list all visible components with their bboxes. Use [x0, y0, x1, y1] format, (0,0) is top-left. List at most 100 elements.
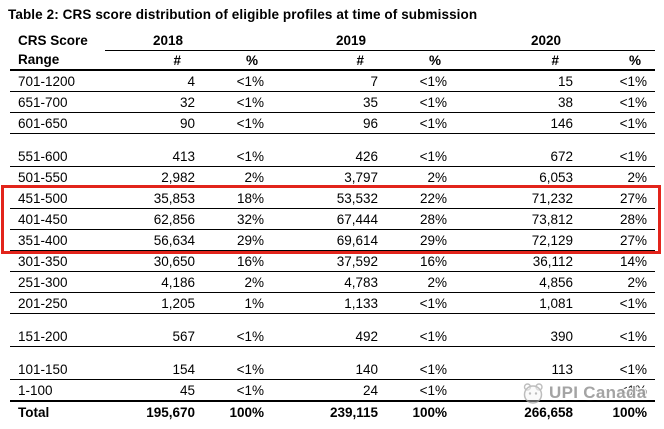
percent-cell-2019: 28%	[388, 208, 455, 230]
score-range-cell: 701-1200	[10, 70, 105, 92]
subheader-row: Range # % # % # %	[10, 50, 655, 71]
count-cell-2020: 72,129	[455, 229, 583, 251]
percent-cell-2019: <1%	[388, 326, 455, 347]
count-cell-2018: 154	[105, 359, 205, 380]
score-range-cell: 251-300	[10, 271, 105, 293]
count-cell-2018: 56,634	[105, 229, 205, 251]
score-range-cell: 401-450	[10, 208, 105, 230]
count-cell-2018: 413	[105, 146, 205, 167]
col-header-count-2018: #	[105, 50, 205, 71]
count-cell-2020: 36,112	[455, 250, 583, 272]
year-header-2020: 2020	[455, 31, 583, 51]
col-header-count-2019: #	[272, 50, 388, 71]
crs-table: CRS Score 2018 2019 2020 Range # % # % #…	[10, 31, 655, 429]
percent-cell-2018: <1%	[205, 359, 272, 380]
count-cell-2019: 7	[272, 70, 388, 92]
col-header-percent-2019: %	[388, 50, 455, 71]
percent-cell-2018: 29%	[205, 229, 272, 251]
count-cell-2020: 15	[455, 70, 583, 92]
year-header-row: CRS Score 2018 2019 2020	[10, 31, 655, 51]
percent-cell-2018: 2%	[205, 271, 272, 293]
percent-cell-2018: <1%	[205, 326, 272, 347]
table-row-highlighted: 401-450 62,856 32% 67,444 28% 73,812 28%	[10, 208, 655, 230]
score-range-cell: 301-350	[10, 250, 105, 272]
count-cell-2018: 35,853	[105, 187, 205, 209]
count-cell-2020: 73,812	[455, 208, 583, 230]
score-range-cell: 101-150	[10, 359, 105, 380]
spacer-row	[10, 347, 655, 360]
count-cell-2020: 71,232	[455, 187, 583, 209]
count-cell-2018: 32	[105, 91, 205, 113]
count-cell-2020: 38	[455, 91, 583, 113]
percent-cell-2018: <1%	[205, 379, 272, 402]
spacer-cell	[10, 134, 655, 147]
col-header-count-2020: #	[455, 50, 583, 71]
table-row: 651-700 32 <1% 35 <1% 38 <1%	[10, 91, 655, 113]
spacer-row	[10, 134, 655, 147]
score-range-cell: 501-550	[10, 166, 105, 188]
score-range-cell: 651-700	[10, 91, 105, 113]
table-title: Table 2: CRS score distribution of eligi…	[8, 7, 478, 22]
count-cell-2020: 1,081	[455, 292, 583, 314]
percent-cell-2020: <1%	[583, 112, 655, 134]
year-header-2019: 2019	[272, 31, 388, 51]
table-row: 301-350 30,650 16% 37,592 16% 36,112 14%	[10, 250, 655, 272]
total-percent-2019: 100%	[412, 405, 447, 420]
total-count-2020: 266,658	[524, 405, 573, 420]
percent-cell-2019: <1%	[388, 292, 455, 314]
col-header-crs-score: CRS Score	[18, 33, 88, 49]
percent-cell-2018: 16%	[205, 250, 272, 272]
count-cell-2019: 140	[272, 359, 388, 380]
score-range-cell: 451-500	[10, 187, 105, 209]
count-cell-2019: 67,444	[272, 208, 388, 230]
table-row-highlighted: 451-500 35,853 18% 53,532 22% 71,232 27%	[10, 187, 655, 209]
percent-cell-2018: 32%	[205, 208, 272, 230]
percent-cell-2018: <1%	[205, 70, 272, 92]
count-cell-2020: 6,053	[455, 166, 583, 188]
percent-cell-2019: 22%	[388, 187, 455, 209]
count-cell-2018: 90	[105, 112, 205, 134]
count-cell-2018: 45	[105, 379, 205, 402]
count-cell-2019: 35	[272, 91, 388, 113]
percent-cell-2020: 14%	[583, 250, 655, 272]
score-range-cell: 201-250	[10, 292, 105, 314]
percent-cell-2020: <1%	[583, 146, 655, 167]
table-row: 151-200 567 <1% 492 <1% 390 <1%	[10, 326, 655, 347]
count-cell-2018: 2,982	[105, 166, 205, 188]
score-range-cell: 601-650	[10, 112, 105, 134]
score-range-cell: 351-400	[10, 229, 105, 251]
percent-cell-2019: 29%	[388, 229, 455, 251]
total-count-2018: 195,670	[146, 405, 195, 420]
score-range-cell: 151-200	[10, 326, 105, 347]
count-cell-2019: 3,797	[272, 166, 388, 188]
percent-cell-2020: <1%	[583, 326, 655, 347]
table-row: 701-1200 4 <1% 7 <1% 15 <1%	[10, 70, 655, 92]
percent-cell-2019: <1%	[388, 70, 455, 92]
count-cell-2019: 426	[272, 146, 388, 167]
count-cell-2018: 4,186	[105, 271, 205, 293]
count-cell-2020: 672	[455, 146, 583, 167]
spacer-cell	[10, 347, 655, 360]
count-cell-2018: 30,650	[105, 250, 205, 272]
year-header-spacer	[583, 31, 655, 51]
percent-cell-2020: 27%	[583, 187, 655, 209]
percent-cell-2019: 2%	[388, 166, 455, 188]
percent-cell-2018: 1%	[205, 292, 272, 314]
percent-cell-2018: <1%	[205, 112, 272, 134]
spacer-row	[10, 314, 655, 327]
percent-cell-2019: <1%	[388, 359, 455, 380]
count-cell-2020: 113	[455, 359, 583, 380]
count-cell-2019: 1,133	[272, 292, 388, 314]
percent-cell-2018: <1%	[205, 146, 272, 167]
total-percent-2018: 100%	[229, 405, 264, 420]
count-cell-2019: 4,783	[272, 271, 388, 293]
percent-cell-2019: 2%	[388, 271, 455, 293]
count-cell-2019: 492	[272, 326, 388, 347]
table-row: 201-250 1,205 1% 1,133 <1% 1,081 <1%	[10, 292, 655, 314]
count-cell-2020: 4,856	[455, 271, 583, 293]
count-cell-2019: 24	[272, 379, 388, 402]
table-row-highlighted: 351-400 56,634 29% 69,614 29% 72,129 27%	[10, 229, 655, 251]
table-row: 1-100 45 <1% 24 <1% <1%	[10, 379, 655, 402]
col-header-range: Range	[10, 50, 105, 71]
percent-cell-2020: <1%	[583, 91, 655, 113]
